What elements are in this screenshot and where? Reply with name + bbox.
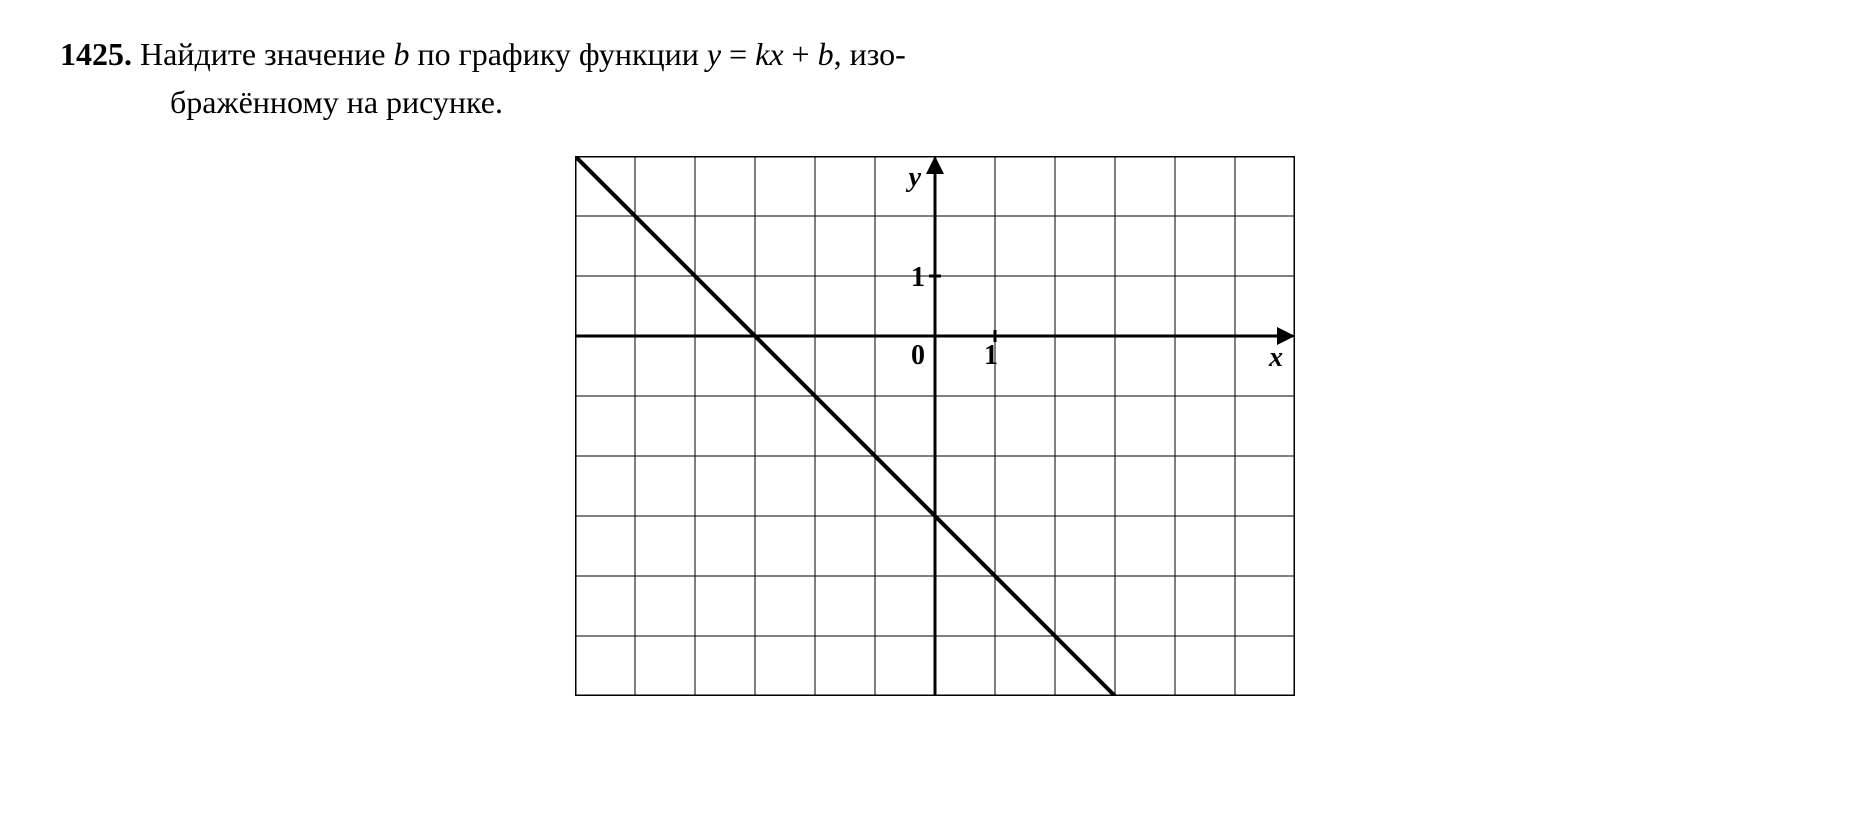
svg-text:1: 1: [984, 340, 998, 371]
text-fragment: по графику функции: [409, 36, 706, 72]
svg-text:0: 0: [911, 340, 925, 371]
text-fragment: =: [721, 36, 755, 72]
text-fragment: Найдите значение: [140, 36, 393, 72]
math-var-b: b: [393, 36, 409, 72]
math-var-k: k: [755, 36, 769, 72]
math-var-y: y: [707, 36, 721, 72]
svg-text:1: 1: [911, 262, 925, 293]
text-fragment: +: [784, 36, 818, 72]
problem-number: 1425.: [60, 36, 132, 72]
problem-line2: бражённому на рисунке.: [170, 78, 1810, 126]
problem-statement: 1425. Найдите значение b по графику функ…: [60, 30, 1810, 126]
text-fragment: , изо-: [834, 36, 906, 72]
math-var-b2: b: [818, 36, 834, 72]
svg-text:y: y: [906, 162, 922, 193]
problem-line1: Найдите значение b по графику функции y …: [140, 36, 906, 72]
svg-text:x: x: [1268, 342, 1283, 373]
math-var-x: x: [769, 36, 783, 72]
chart-container: y x 1 0 1: [60, 156, 1810, 696]
coordinate-chart: y x 1 0 1: [575, 156, 1295, 696]
